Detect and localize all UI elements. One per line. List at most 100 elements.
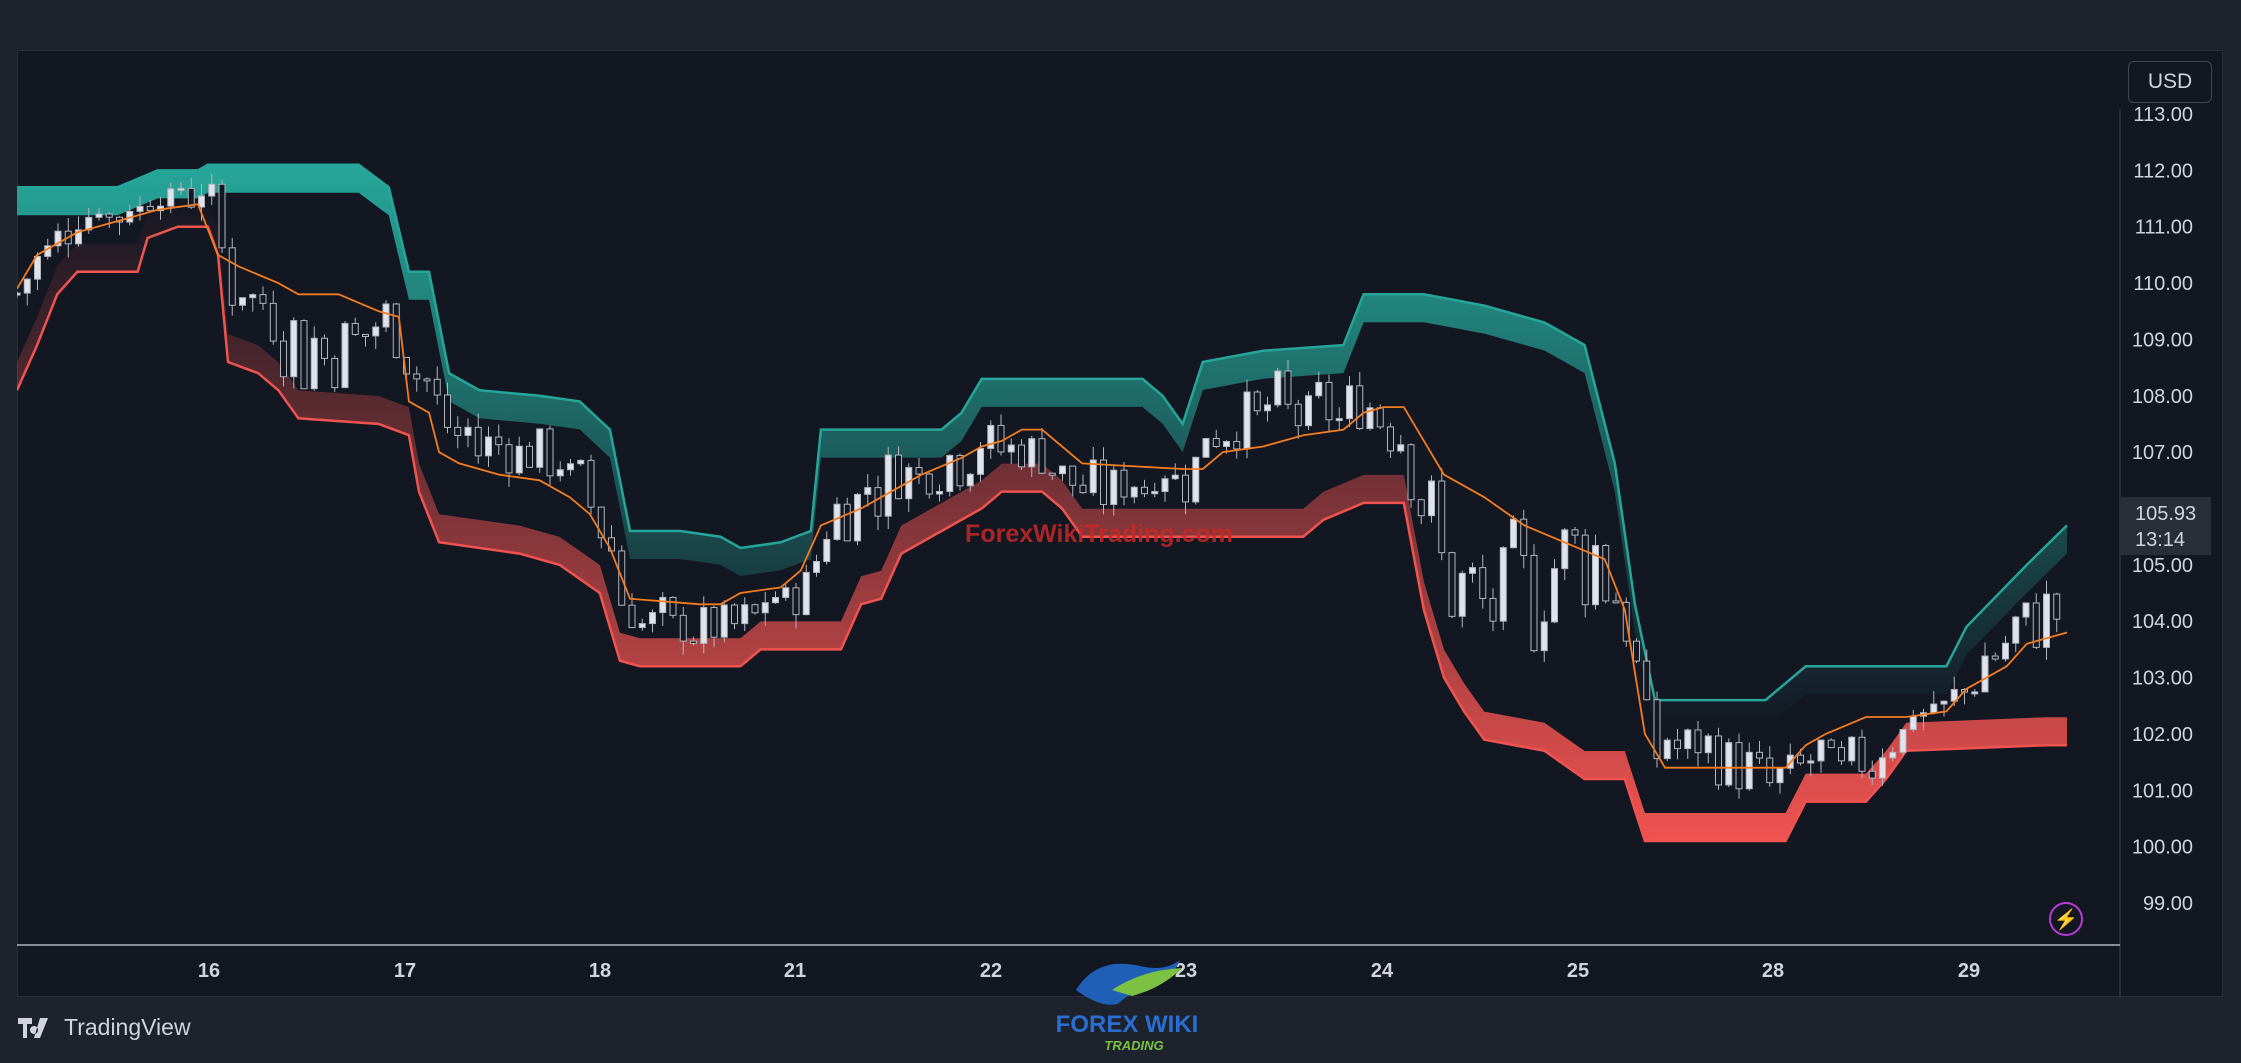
y-tick-label: 99.00 — [2143, 893, 2193, 915]
upper-band-line — [17, 163, 2068, 702]
candle-body — [1346, 385, 1353, 420]
y-tick-label: 108.00 — [2132, 386, 2193, 408]
candle-body — [321, 337, 328, 359]
candle-body — [1530, 554, 1538, 652]
candle-body — [208, 183, 216, 197]
candle-body — [997, 424, 1005, 453]
candle-body — [433, 378, 441, 396]
candle-body — [1540, 621, 1548, 652]
candle-body — [1151, 491, 1159, 495]
candle-body — [1807, 760, 1815, 764]
candle-body — [1827, 739, 1835, 749]
x-tick-label: 18 — [589, 960, 611, 982]
candle-body — [1448, 552, 1456, 617]
candle-body — [1284, 370, 1292, 405]
candle-body — [659, 596, 667, 614]
candle-body — [1171, 474, 1179, 480]
candle-body — [75, 229, 82, 245]
candle-body — [1817, 739, 1825, 762]
tradingview-logo[interactable]: TradingView — [18, 1014, 191, 1041]
x-tick-label: 29 — [1958, 960, 1980, 982]
candle-body — [1212, 437, 1220, 448]
candle-body — [290, 320, 298, 378]
candle-body — [2002, 642, 2009, 660]
candle-body — [1868, 770, 1876, 779]
candle-body — [1633, 640, 1640, 662]
candle-body — [956, 454, 964, 487]
candle-body — [1253, 391, 1261, 412]
candle-body — [1325, 381, 1333, 421]
candle-body — [1417, 499, 1425, 517]
candle-body — [802, 571, 810, 616]
candle-body — [1940, 700, 1948, 705]
candle-body — [351, 322, 359, 335]
candle-body — [1561, 529, 1569, 570]
y-tick-label: 105.00 — [2132, 555, 2193, 577]
last-price: 105.93 — [2135, 503, 2197, 525]
chart-plot[interactable]: ForexWikiTrading.com 113.00 112.00 111.00 1… — [17, 50, 2223, 997]
candle-body — [1684, 729, 1692, 750]
candle-body — [1264, 404, 1271, 412]
candle-body — [187, 187, 195, 208]
currency-button[interactable]: USD — [2128, 61, 2212, 103]
candle-body — [669, 596, 677, 616]
y-tick-label: 104.00 — [2132, 611, 2193, 633]
candle-body — [1776, 767, 1784, 784]
forexwiki-logo-text: FOREX WIKI — [1056, 1011, 1199, 1038]
candle-body — [2022, 602, 2030, 618]
candle-body — [1366, 407, 1374, 430]
x-tick-label: 17 — [394, 960, 416, 982]
candle-body — [915, 467, 923, 475]
candle-body — [423, 378, 431, 382]
x-tick-label: 21 — [784, 960, 806, 982]
candle-body — [772, 596, 779, 604]
candle-body — [813, 560, 820, 573]
candle-body — [198, 195, 205, 208]
candle-body — [228, 247, 236, 306]
candle-body — [679, 614, 687, 642]
candle-body — [1909, 715, 1917, 731]
candle-body — [382, 303, 390, 328]
x-tick-label: 24 — [1371, 960, 1394, 982]
candle-body — [485, 436, 492, 457]
candle-body — [731, 604, 738, 625]
alert-bolt-icon[interactable]: ⚡ — [2049, 902, 2083, 936]
y-tick-label: 101.00 — [2132, 780, 2193, 802]
candle-body — [2012, 616, 2020, 644]
candle-body — [1069, 465, 1077, 486]
candle-body — [1930, 703, 1938, 714]
candle-body — [413, 373, 421, 380]
candle-body — [1305, 395, 1312, 427]
candle-body — [587, 459, 595, 508]
candle-body — [1028, 438, 1036, 468]
candle-body — [2053, 593, 2061, 620]
candle-body — [177, 187, 185, 191]
candle-body — [95, 213, 103, 218]
candle-body — [249, 294, 257, 299]
candle-body — [1223, 440, 1230, 448]
candle-body — [1233, 440, 1241, 450]
candle-body — [341, 322, 349, 389]
candle-body — [1100, 459, 1107, 505]
candle-body — [567, 463, 574, 471]
candle-body — [1674, 739, 1681, 750]
y-tick-label: 103.00 — [2132, 668, 2193, 690]
y-tick-label: 113.00 — [2133, 104, 2193, 126]
candle-body — [1889, 751, 1897, 759]
x-tick-label: 25 — [1567, 960, 1589, 982]
candle-body — [1715, 735, 1722, 786]
candle-body — [1120, 469, 1128, 498]
candle-body — [1592, 545, 1599, 606]
candle-body — [1499, 547, 1507, 622]
candle-body — [1520, 518, 1528, 556]
candle-body — [1243, 391, 1251, 450]
candle-body — [1612, 600, 1620, 604]
candle-body — [34, 255, 41, 280]
candle-body — [2032, 602, 2040, 648]
candle-body — [526, 445, 533, 468]
candle-body — [1089, 459, 1097, 494]
candle-body — [1387, 426, 1394, 452]
candle-body — [1079, 484, 1087, 494]
candle-body — [864, 487, 872, 495]
y-tick-label: 102.00 — [2132, 724, 2193, 746]
